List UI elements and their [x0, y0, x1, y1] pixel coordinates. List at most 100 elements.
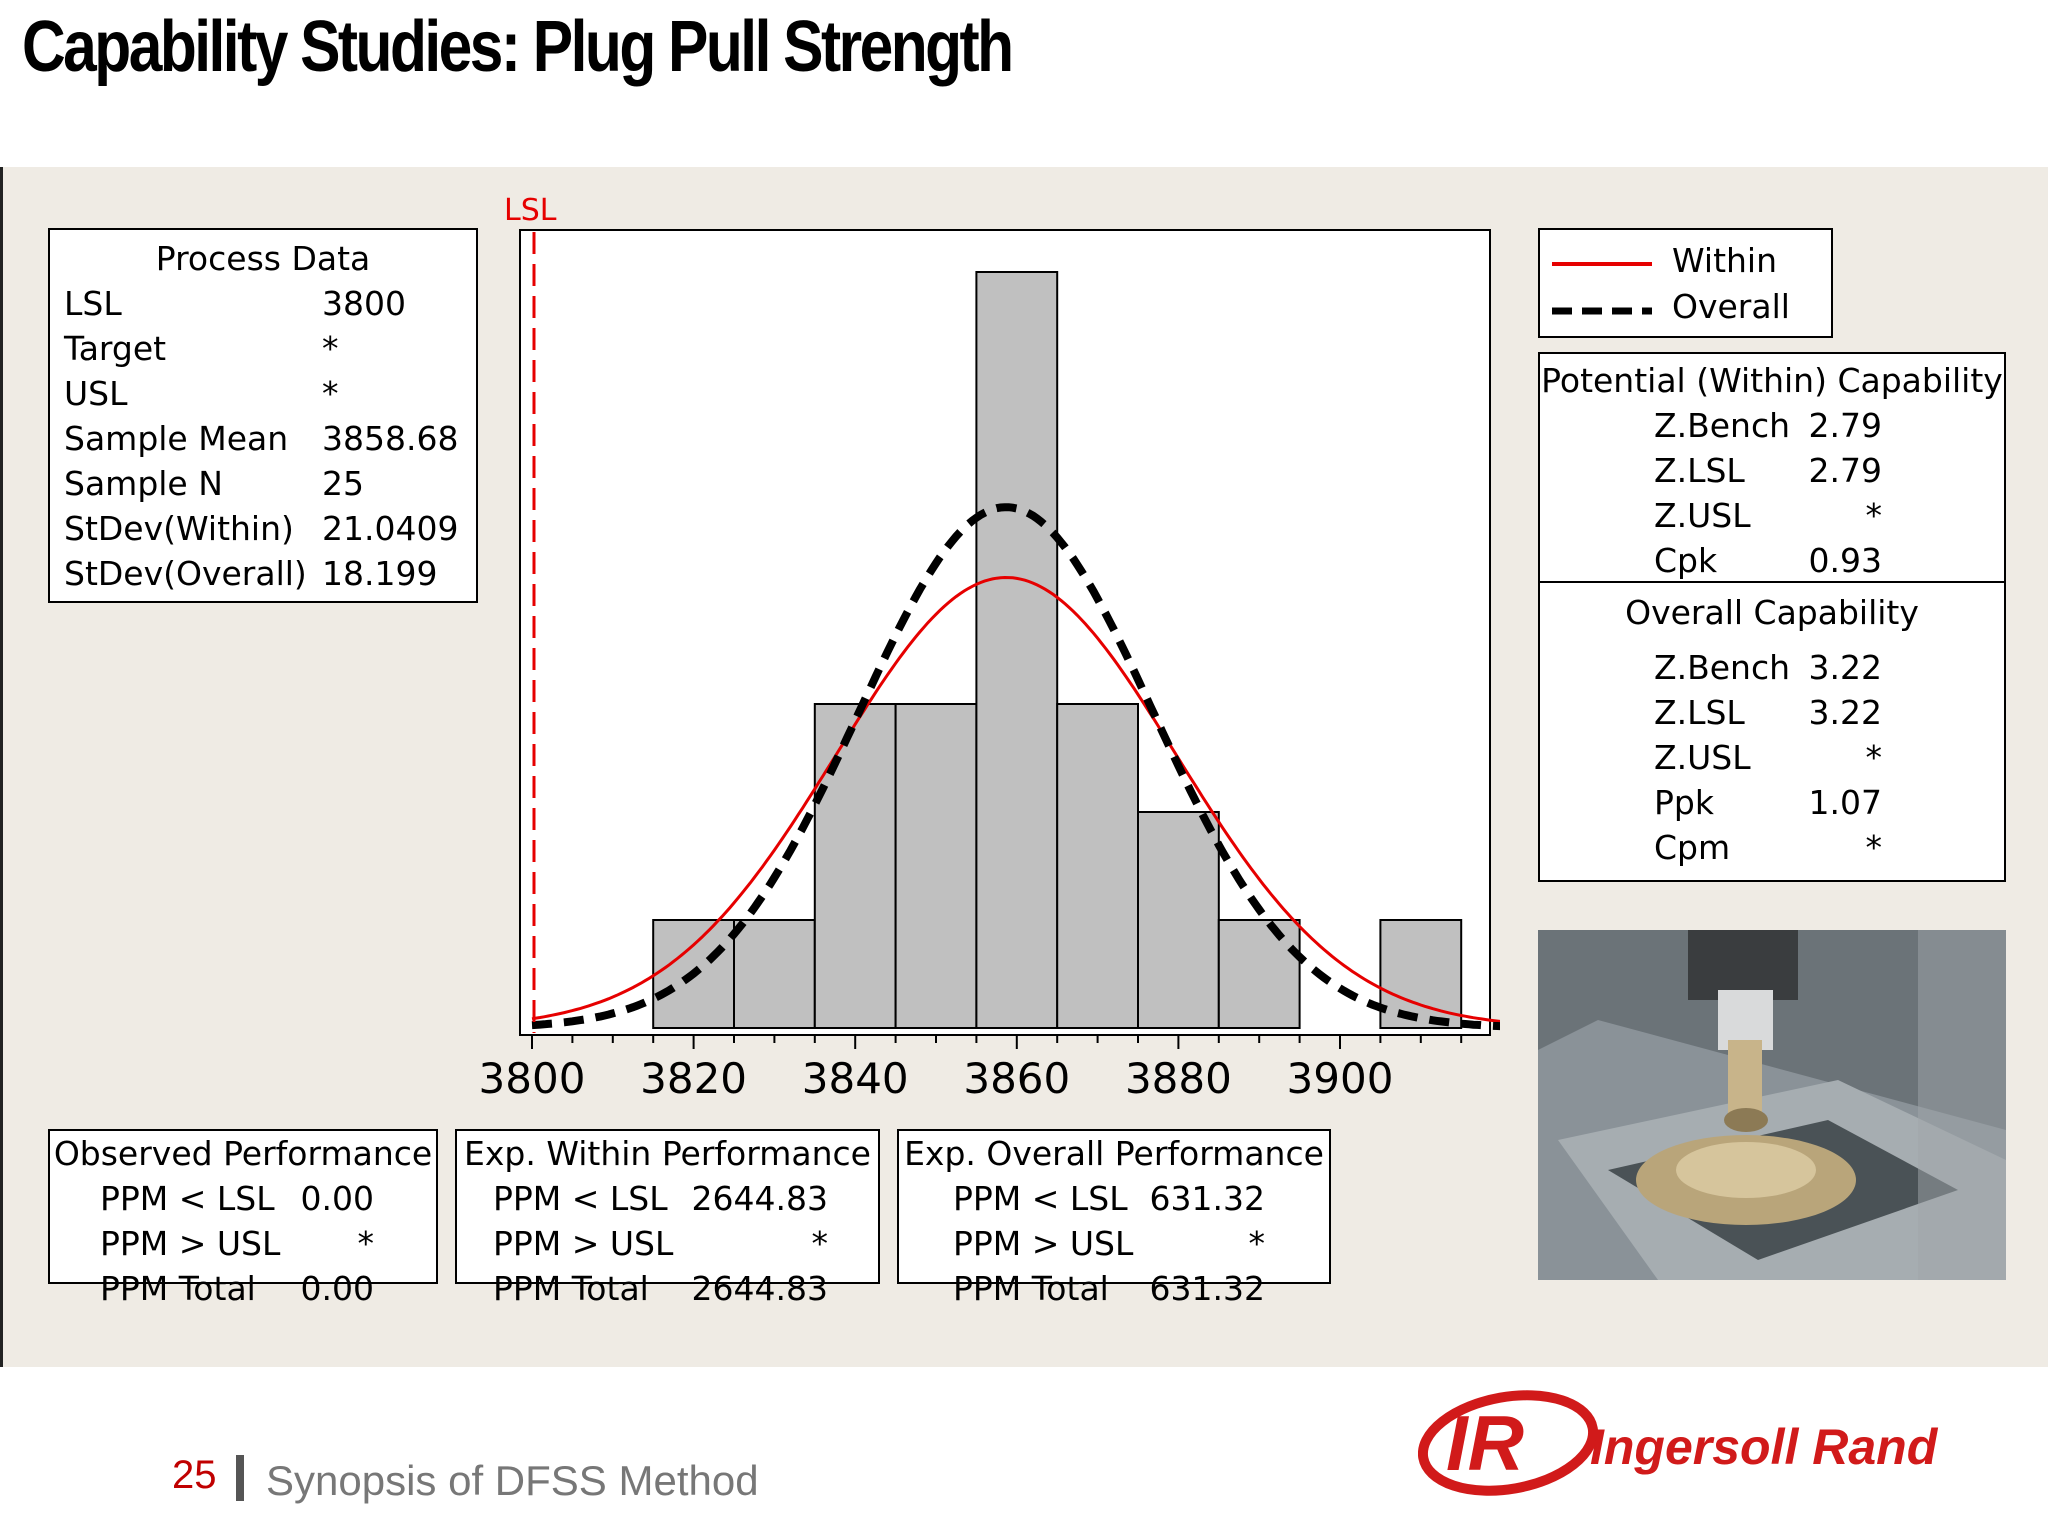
capability-box: Potential (Within) Capability Z.Bench 2.7…: [1538, 352, 2006, 882]
histogram-bar: [1056, 703, 1140, 1029]
x-tick-label: 3880: [1125, 1054, 1232, 1103]
stat-label: Target: [64, 329, 167, 368]
stat-row: Cpk 0.93: [1540, 538, 2004, 583]
process-data-box: Process Data LSL 3800 Target * USL * Sample Me…: [48, 228, 478, 603]
stat-value: 2644.83: [691, 1179, 828, 1218]
stat-label: Z.LSL: [1654, 693, 1745, 732]
stat-value: 2644.83: [691, 1269, 828, 1308]
stat-row: Z.LSL 2.79: [1540, 448, 2004, 493]
legend-overall-label: Overall: [1672, 287, 1790, 326]
stat-label: Z.LSL: [1654, 451, 1745, 490]
stat-row: PPM Total 2644.83: [457, 1266, 878, 1311]
pull-test-photo: [1538, 930, 2006, 1280]
capability-divider: [1540, 581, 2004, 583]
stat-row: PPM Total 631.32: [899, 1266, 1329, 1311]
stat-value: 18.199: [322, 554, 438, 593]
x-tick-label: 3820: [640, 1054, 747, 1103]
legend-box: Within Overall: [1538, 228, 1833, 338]
stat-row: StDev(Overall) 18.199: [50, 551, 476, 596]
photo-illustration: [1538, 930, 2006, 1280]
histogram-bar: [1379, 919, 1463, 1029]
stat-row: PPM > USL *: [457, 1221, 878, 1266]
stat-label: LSL: [64, 284, 122, 323]
footer-divider: [236, 1455, 244, 1501]
slide-title: Capability Studies: Plug Pull Strength: [22, 7, 1014, 87]
stat-label: PPM > USL: [100, 1224, 281, 1263]
stat-label: Z.Bench: [1654, 648, 1791, 687]
stat-row: PPM < LSL 2644.83: [457, 1176, 878, 1221]
curve-within: [531, 575, 1500, 1023]
stat-row: Z.Bench 3.22: [1540, 645, 2004, 690]
stat-row: PPM Total 0.00: [50, 1266, 436, 1311]
stat-label: StDev(Overall): [64, 554, 307, 593]
stat-value: *: [1865, 738, 1883, 777]
stat-row: Z.LSL 3.22: [1540, 690, 2004, 735]
overall-performance-heading: Exp. Overall Performance: [904, 1134, 1324, 1173]
stat-value: 3800: [322, 284, 406, 323]
stat-row: Ppk 1.07: [1540, 780, 2004, 825]
stat-value: *: [1865, 496, 1883, 535]
ir-logo-mark: IR: [1417, 1390, 1599, 1496]
stat-row: PPM < LSL 0.00: [50, 1176, 436, 1221]
page-number: 25: [172, 1453, 217, 1497]
stat-value: 25: [322, 464, 364, 503]
stat-label: PPM Total: [493, 1269, 649, 1308]
stat-row: PPM > USL *: [899, 1221, 1329, 1266]
capability-histogram: LSL 3800 3820 3840 3860 3880 3900: [479, 193, 1500, 1103]
stat-label: Z.USL: [1654, 738, 1751, 777]
stat-label: PPM > USL: [953, 1224, 1134, 1263]
footer-text: Synopsis of DFSS Method: [266, 1457, 759, 1504]
stat-value: 3.22: [1808, 693, 1882, 732]
stat-label: Cpm: [1654, 828, 1731, 867]
legend-within-label: Within: [1672, 241, 1778, 280]
stat-row: Sample N 25: [50, 461, 476, 506]
stat-row: StDev(Within) 21.0409: [50, 506, 476, 551]
stat-value: 631.32: [1149, 1179, 1265, 1218]
stat-value: 3.22: [1808, 648, 1882, 687]
stat-row: USL *: [50, 371, 476, 416]
stat-value: 1.07: [1808, 783, 1882, 822]
x-tick-label: 3800: [479, 1054, 586, 1103]
stat-value: 0.93: [1808, 541, 1882, 580]
stat-row: LSL 3800: [50, 281, 476, 326]
stat-row: Cpm *: [1540, 825, 2004, 870]
stat-value: *: [1248, 1224, 1266, 1263]
stat-label: Ppk: [1654, 783, 1714, 822]
curve-overall: [531, 503, 1500, 1031]
stat-value: 2.79: [1808, 451, 1882, 490]
overall-capability-section: Overall Capability Z.Bench 3.22 Z.LSL 3.22 Z…: [1540, 590, 2004, 870]
histogram-bar: [813, 703, 897, 1029]
overall-performance-box: Exp. Overall Performance PPM < LSL 631.32…: [897, 1129, 1331, 1308]
stat-row: Z.Bench 2.79: [1540, 403, 2004, 448]
stat-row: PPM < LSL 631.32: [899, 1176, 1329, 1221]
stat-row: Z.USL *: [1540, 735, 2004, 780]
stat-value: 2.79: [1808, 406, 1882, 445]
stat-row: Z.USL *: [1540, 493, 2004, 538]
stat-label: PPM < LSL: [953, 1179, 1128, 1218]
potential-capability-section: Potential (Within) Capability Z.Bench 2.7…: [1540, 358, 2004, 583]
stat-value: *: [322, 374, 339, 413]
histogram-bar: [975, 271, 1059, 1029]
brand-name: Ingersoll Rand: [1590, 1419, 1938, 1475]
stat-value: 21.0409: [322, 509, 459, 548]
process-data-heading: Process Data: [155, 239, 371, 278]
stat-row: PPM > USL *: [50, 1221, 436, 1266]
stat-label: StDev(Within): [64, 509, 294, 548]
stat-label: Z.Bench: [1654, 406, 1791, 445]
stat-value: *: [811, 1224, 829, 1263]
within-performance-heading: Exp. Within Performance: [464, 1134, 871, 1173]
stat-value: *: [1865, 828, 1883, 867]
stat-label: Z.USL: [1654, 496, 1751, 535]
stat-row: Target *: [50, 326, 476, 371]
brand-logo: IR: [1417, 1388, 1599, 1498]
stat-value: 3858.68: [322, 419, 459, 458]
x-tick-label: 3860: [963, 1054, 1070, 1103]
histogram-bar: [1137, 811, 1220, 1029]
stat-value: *: [322, 329, 339, 368]
within-performance-box: Exp. Within Performance PPM < LSL 2644.83…: [455, 1129, 880, 1308]
stat-label: Cpk: [1654, 541, 1718, 580]
stat-label: PPM > USL: [493, 1224, 674, 1263]
histogram-bar: [1217, 919, 1301, 1029]
lsl-label: LSL: [504, 193, 557, 228]
stat-label: PPM < LSL: [100, 1179, 275, 1218]
